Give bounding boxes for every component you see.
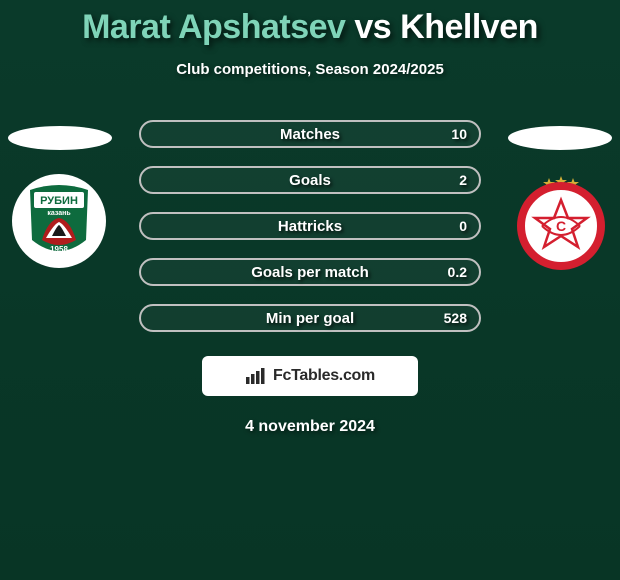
- stat-bar: Matches10: [139, 120, 481, 148]
- svg-text:1958: 1958: [50, 245, 68, 254]
- team-badge-right: C: [510, 170, 612, 272]
- title-player2: Khellven: [400, 8, 538, 46]
- stat-label: Matches: [141, 126, 479, 143]
- stat-bar: Hattricks0: [139, 212, 481, 240]
- svg-text:казань: казань: [47, 210, 71, 217]
- stat-value: 0: [459, 218, 467, 234]
- attribution-panel: FcTables.com: [202, 356, 418, 396]
- stat-label: Goals: [141, 172, 479, 189]
- team-badge-left: РУБИН казань 1958: [8, 170, 110, 272]
- stat-bar: Goals2: [139, 166, 481, 194]
- spartak-moscow-icon: C: [510, 170, 612, 272]
- title-vs: vs: [354, 8, 391, 46]
- title-player1: Marat Apshatsev: [82, 8, 345, 46]
- stat-value: 0.2: [448, 264, 467, 280]
- stat-bar: Min per goal528: [139, 304, 481, 332]
- stat-label: Min per goal: [141, 310, 479, 327]
- player-ellipse-right: [508, 126, 612, 150]
- page-title: Marat Apshatsev vs Khellven: [0, 0, 620, 47]
- subtitle: Club competitions, Season 2024/2025: [0, 61, 620, 78]
- attribution-label: FcTables.com: [273, 367, 375, 385]
- stat-value: 528: [444, 310, 467, 326]
- stat-bar: Goals per match0.2: [139, 258, 481, 286]
- svg-text:C: C: [556, 218, 566, 234]
- stat-value: 10: [451, 126, 467, 142]
- player-ellipse-left: [8, 126, 112, 150]
- stat-value: 2: [459, 172, 467, 188]
- rubin-kazan-icon: РУБИН казань 1958: [8, 170, 110, 272]
- date-label: 4 november 2024: [0, 418, 620, 436]
- svg-text:РУБИН: РУБИН: [40, 195, 78, 207]
- bar-chart-icon: [245, 367, 267, 385]
- stat-label: Goals per match: [141, 264, 479, 281]
- stat-label: Hattricks: [141, 218, 479, 235]
